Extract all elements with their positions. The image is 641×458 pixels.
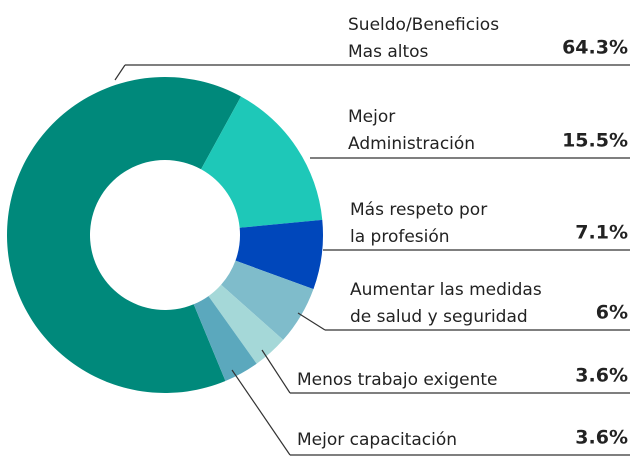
leader-line (231, 369, 291, 456)
donut-segment (193, 296, 257, 381)
donut-segment (221, 260, 314, 340)
value-label: 3.6% (575, 365, 628, 387)
category-label: Mejor (348, 107, 395, 127)
category-label: Mas altos (348, 42, 429, 62)
category-label: la profesión (350, 227, 450, 247)
category-label: Sueldo/Beneficios (348, 15, 499, 35)
category-label: Menos trabajo exigente (297, 370, 497, 390)
category-label: de salud y seguridad (350, 307, 528, 327)
donut-segment (235, 219, 323, 290)
category-label: Aumentar las medidas (350, 280, 542, 300)
leader-line (297, 312, 326, 331)
value-label: 6% (596, 302, 628, 324)
donut-segment (201, 96, 323, 228)
donut-segment (208, 284, 284, 364)
leader-line (261, 349, 291, 394)
value-label: 15.5% (562, 130, 628, 152)
value-label: 3.6% (575, 427, 628, 449)
value-label: 7.1% (575, 222, 628, 244)
donut-segment (7, 77, 241, 393)
leader-line (114, 64, 126, 81)
category-label: Administración (348, 134, 475, 154)
category-label: Más respeto por (350, 200, 487, 220)
value-label: 64.3% (562, 37, 628, 59)
category-label: Mejor capacitación (297, 430, 457, 450)
